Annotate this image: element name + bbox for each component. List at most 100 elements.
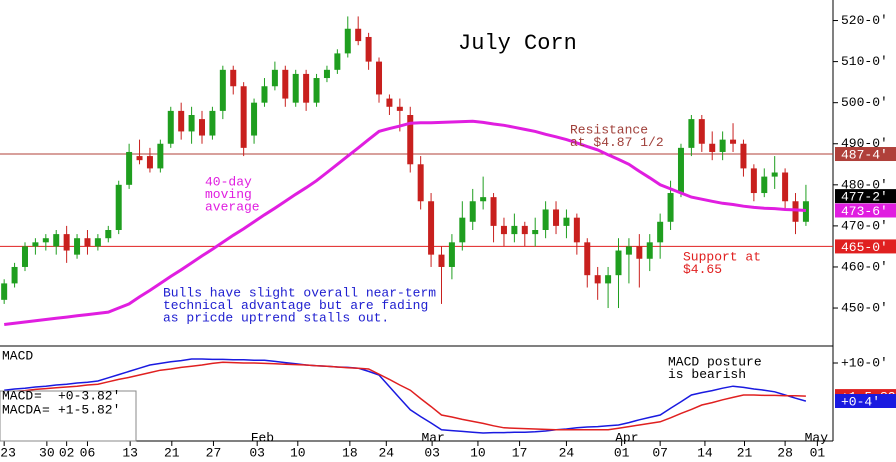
candle-body — [542, 209, 549, 230]
candle-body — [730, 139, 737, 144]
candle-body — [282, 69, 289, 99]
candle-body — [146, 156, 153, 169]
y-tick-label: 500-0' — [841, 95, 888, 110]
candle-body — [21, 246, 28, 267]
candle-body — [84, 238, 91, 247]
readout-value: +0-3.82' — [58, 388, 120, 403]
candle-body — [605, 275, 612, 284]
candle-body — [386, 98, 393, 107]
candle-body — [448, 242, 455, 267]
macd-line — [4, 361, 806, 431]
candle-body — [53, 234, 60, 247]
macd-tag-label: +0-4' — [841, 394, 880, 409]
candle-body — [105, 230, 112, 239]
price-tag-label: 477-2' — [841, 190, 888, 205]
candle-body — [417, 164, 424, 202]
candle-body — [178, 110, 185, 132]
candle-body — [251, 102, 258, 136]
price-tag-label: 487-4' — [841, 147, 888, 162]
y-tick-label: 510-0' — [841, 54, 888, 69]
annotation: at $4.87 1/2 — [570, 135, 664, 150]
annotation: technical advantage but are fading — [163, 298, 428, 313]
x-tick-label: 14 — [697, 445, 713, 460]
candle-body — [428, 201, 435, 255]
candle-body — [94, 238, 101, 247]
candle-body — [344, 28, 351, 54]
candle-body — [1, 283, 8, 300]
candle-body — [646, 242, 653, 259]
x-tick-label: 03 — [249, 445, 265, 460]
candle-body — [688, 119, 695, 148]
candle-body — [469, 201, 476, 222]
candle-body — [209, 110, 216, 136]
candle-body — [459, 217, 466, 243]
candle-body — [365, 36, 372, 62]
month-label: Mar — [421, 430, 444, 445]
candle-body — [303, 73, 310, 103]
x-tick-label: 01 — [810, 445, 826, 460]
candle-body — [376, 61, 383, 95]
annotation: average — [205, 199, 260, 214]
candle-body — [584, 242, 591, 276]
candle-body — [490, 197, 497, 226]
x-tick-label: 10 — [290, 445, 306, 460]
annotation: is bearish — [668, 367, 746, 382]
x-tick-label: 24 — [378, 445, 394, 460]
candle-body — [594, 275, 601, 284]
candle-body — [740, 143, 747, 169]
moving-average — [4, 119, 806, 326]
y-tick-label: 450-0' — [841, 300, 888, 315]
price-tag — [835, 147, 896, 162]
month-label: May — [805, 430, 829, 445]
readout-eq: = — [34, 388, 42, 403]
candle-body — [355, 28, 362, 42]
candle-body — [74, 238, 81, 255]
price-tag — [835, 203, 896, 218]
candle-body — [563, 217, 570, 226]
candle-body — [657, 221, 664, 243]
x-tick-label: 07 — [652, 445, 668, 460]
x-tick-label: '23 — [0, 445, 16, 460]
x-tick-label: 27 — [206, 445, 222, 460]
candle-body — [219, 69, 226, 111]
annotation: as pricde uptrend stalls out. — [163, 310, 389, 325]
x-tick-label: 21 — [164, 445, 180, 460]
readout-name: MACD — [2, 388, 33, 403]
x-tick-label: 17 — [512, 445, 528, 460]
x-tick-label: 03 — [424, 445, 440, 460]
candle-body — [42, 238, 49, 243]
readout-name: MACDA — [2, 402, 41, 417]
annotation: MACD posture — [668, 354, 762, 369]
candle-body — [553, 209, 560, 226]
x-tick-label: 21 — [737, 445, 753, 460]
x-tick-label: 30 — [39, 445, 55, 460]
candle-body — [792, 201, 799, 222]
candle-body — [573, 217, 580, 243]
candle-body — [157, 143, 164, 169]
annotation: Bulls have slight overall near-term — [163, 285, 436, 300]
readout-box — [0, 390, 137, 442]
price-tag-label: 473-6' — [841, 204, 888, 219]
candle-body — [271, 69, 278, 87]
candle-body — [126, 151, 133, 185]
candle-body — [802, 201, 809, 222]
annotation: moving — [205, 187, 252, 202]
candle-body — [167, 110, 174, 144]
macd-tag — [835, 394, 896, 408]
candle-body — [199, 119, 206, 136]
y-tick-label: +10-0' — [841, 355, 888, 370]
readout-value: +1-5.82' — [58, 402, 120, 417]
annotation: Support at — [683, 249, 761, 264]
candle-body — [438, 254, 445, 267]
candle-body — [532, 230, 539, 235]
candle-body — [719, 139, 726, 152]
y-tick-label: 470-0' — [841, 218, 888, 233]
candle-body — [292, 73, 299, 103]
x-tick-label: 02 — [59, 445, 75, 460]
price-tag — [835, 239, 896, 254]
macd-line — [4, 358, 807, 434]
x-tick-label: 24 — [559, 445, 575, 460]
candle-body — [782, 172, 789, 202]
